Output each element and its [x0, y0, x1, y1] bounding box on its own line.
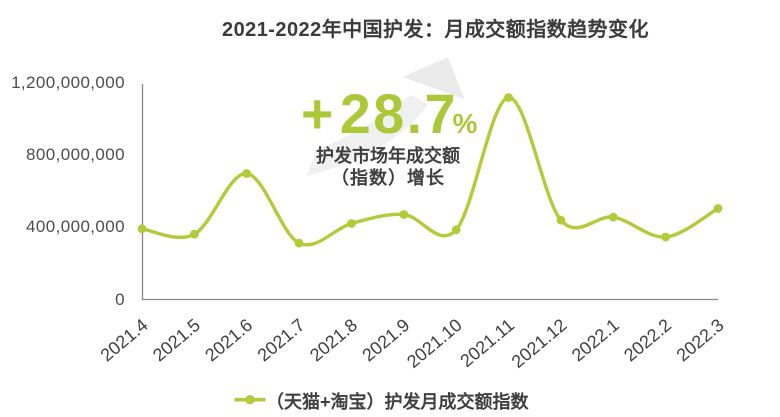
svg-text:2021.8: 2021.8 — [306, 315, 361, 366]
svg-text:2021.4: 2021.4 — [97, 315, 152, 366]
svg-text:2021.10: 2021.10 — [403, 315, 466, 372]
svg-text:2021.11: 2021.11 — [456, 315, 518, 371]
svg-text:2022.3: 2022.3 — [673, 315, 728, 366]
svg-text:2021.5: 2021.5 — [149, 315, 204, 366]
svg-text:2021.12: 2021.12 — [508, 315, 571, 372]
svg-text:2022.1: 2022.1 — [568, 315, 623, 366]
svg-text:2021.7: 2021.7 — [254, 315, 309, 366]
svg-text:2022.2: 2022.2 — [620, 315, 675, 366]
svg-text:2021.6: 2021.6 — [201, 315, 256, 366]
